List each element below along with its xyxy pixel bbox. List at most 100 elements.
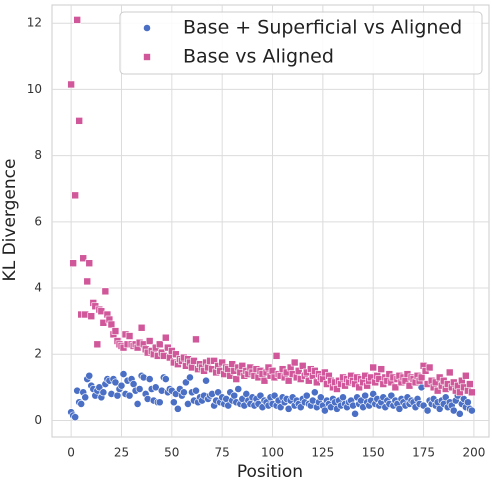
point — [290, 358, 299, 367]
point — [81, 393, 90, 402]
point — [202, 376, 210, 385]
point — [69, 259, 77, 268]
point — [161, 333, 170, 342]
point — [117, 381, 126, 390]
point — [169, 398, 178, 407]
legend-box — [119, 11, 483, 75]
point — [180, 388, 188, 397]
y-tick-label: 2 — [34, 347, 42, 361]
point — [172, 350, 180, 359]
point — [85, 259, 94, 268]
point — [425, 363, 434, 372]
point — [210, 357, 218, 365]
point — [99, 388, 108, 397]
point — [232, 375, 241, 383]
y-tick-label: 12 — [27, 16, 42, 30]
point — [133, 399, 142, 408]
point — [218, 358, 226, 367]
point — [145, 375, 154, 383]
point — [320, 406, 329, 415]
point — [455, 388, 464, 397]
y-tick-label: 8 — [34, 148, 42, 162]
point — [377, 365, 386, 373]
point — [113, 391, 122, 400]
point — [145, 337, 154, 345]
point — [467, 406, 476, 415]
point — [192, 335, 200, 344]
point — [67, 80, 75, 89]
point — [135, 385, 144, 393]
point — [125, 332, 134, 340]
point — [75, 117, 83, 125]
legend-marker — [143, 53, 151, 61]
point — [184, 399, 192, 408]
point — [455, 409, 464, 418]
y-tick-label: 4 — [34, 281, 42, 295]
point — [155, 340, 164, 349]
y-axis-label: KL Divergence — [0, 159, 20, 282]
x-tick-label: 50 — [164, 446, 179, 460]
point — [272, 352, 281, 360]
point — [260, 376, 269, 385]
legend-marker — [143, 24, 151, 32]
point — [466, 380, 474, 388]
point — [186, 373, 194, 382]
point — [361, 391, 370, 400]
x-axis-label: Position — [237, 462, 303, 480]
point — [111, 378, 120, 387]
x-tick-label: 150 — [362, 446, 385, 460]
point — [395, 404, 404, 413]
point — [445, 368, 454, 377]
point — [161, 375, 170, 383]
point — [173, 404, 182, 413]
point — [85, 371, 94, 380]
point — [234, 385, 243, 393]
point — [462, 371, 470, 380]
y-tick-label: 6 — [34, 214, 42, 228]
point — [302, 391, 311, 400]
point — [310, 388, 319, 397]
point — [73, 16, 81, 24]
point — [137, 323, 146, 332]
point — [192, 386, 200, 395]
point — [125, 391, 134, 400]
point — [107, 320, 116, 329]
legend-label: Base vs Aligned — [183, 46, 334, 68]
x-tick-label: 25 — [114, 446, 129, 460]
point — [155, 398, 164, 407]
point — [449, 406, 458, 415]
point — [339, 393, 347, 402]
point — [71, 191, 79, 200]
y-tick-label: 10 — [27, 82, 42, 96]
point — [93, 340, 102, 349]
point — [284, 404, 293, 413]
point — [238, 362, 247, 370]
point — [77, 399, 86, 408]
point — [351, 409, 359, 418]
x-tick-label: 75 — [215, 446, 230, 460]
point — [79, 254, 88, 263]
point — [417, 373, 426, 382]
point — [355, 383, 363, 392]
x-tick-label: 200 — [462, 446, 485, 460]
point — [423, 406, 432, 415]
point — [333, 385, 341, 393]
point — [83, 277, 92, 286]
point — [433, 386, 442, 395]
point — [119, 370, 128, 379]
point — [111, 327, 120, 335]
x-tick-label: 0 — [67, 446, 75, 460]
point — [369, 363, 378, 372]
point — [463, 398, 472, 407]
point — [230, 391, 239, 400]
point — [129, 380, 138, 388]
point — [298, 362, 307, 370]
point — [284, 376, 293, 385]
point — [101, 287, 110, 296]
point — [151, 383, 160, 392]
point — [294, 366, 303, 375]
point — [316, 393, 325, 402]
point — [87, 312, 96, 320]
x-tick-label: 125 — [311, 446, 334, 460]
